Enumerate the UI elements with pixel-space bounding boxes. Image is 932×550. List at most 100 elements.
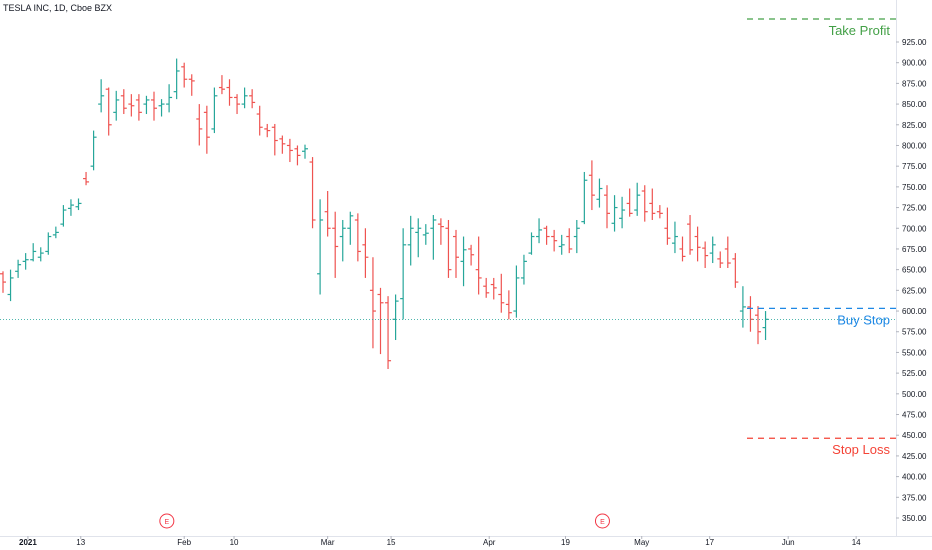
ohlc-bar: [611, 195, 618, 232]
price-tick-label: 875.00: [902, 79, 927, 88]
ohlc-bars: [0, 58, 769, 369]
ohlc-bar: [558, 234, 565, 255]
ohlc-bar: [196, 104, 203, 146]
ohlc-bar: [483, 277, 490, 298]
ohlc-bar: [626, 188, 633, 217]
ohlc-bar: [203, 105, 210, 154]
ohlc-bar: [279, 135, 286, 154]
ohlc-bar: [128, 94, 135, 117]
ohlc-bar: [143, 95, 150, 115]
ohlc-bar: [498, 273, 505, 313]
ohlc-bar: [362, 228, 369, 278]
ohlc-bar: [505, 290, 512, 320]
ohlc-bar: [120, 89, 127, 115]
ohlc-bar: [475, 236, 482, 295]
ohlc-bar: [649, 188, 656, 220]
ohlc-bar: [671, 221, 678, 254]
ohlc-bar: [430, 215, 437, 260]
ohlc-bar: [264, 123, 271, 138]
ohlc-bar: [453, 229, 459, 278]
ohlc-bar: [52, 226, 59, 239]
ohlc-bar: [151, 91, 157, 121]
ohlc-bar: [460, 236, 467, 287]
ohlc-bar: [30, 243, 37, 262]
price-tick-label: 700.00: [902, 224, 927, 233]
ohlc-bar: [573, 219, 580, 254]
ohlc-bar: [732, 253, 739, 288]
ohlc-bar: [694, 226, 701, 262]
ohlc-bar: [294, 145, 301, 166]
price-tick-label: 450.00: [902, 431, 927, 440]
ohlc-bar: [83, 171, 90, 186]
date-tick-label: Mar: [321, 538, 335, 547]
price-tick-label: 375.00: [902, 493, 927, 502]
earnings-icon: [594, 513, 610, 529]
ohlc-bar: [604, 185, 610, 229]
ohlc-bar: [226, 79, 233, 106]
ohlc-bar: [739, 286, 746, 328]
price-tick-label: 800.00: [902, 141, 927, 150]
take-profit-label: Take Profit: [829, 23, 891, 38]
ohlc-bar: [211, 87, 218, 134]
ohlc-bar: [385, 296, 392, 369]
symbol-title: TESLA INC, 1D, Cboe BZX: [3, 3, 113, 13]
price-tick-label: 650.00: [902, 266, 927, 275]
ohlc-bar: [271, 123, 278, 156]
price-tick-label: 500.00: [902, 390, 927, 399]
ohlc-bar: [286, 138, 293, 163]
ohlc-bar: [392, 294, 399, 341]
ohlc-bar: [166, 84, 173, 113]
ohlc-bar: [520, 254, 527, 285]
price-tick-label: 600.00: [902, 307, 927, 316]
ohlc-bar: [664, 207, 671, 245]
price-tick-label: 725.00: [902, 204, 927, 213]
ohlc-bar: [22, 253, 29, 270]
ohlc-bar: [354, 213, 361, 262]
ohlc-bar: [437, 218, 444, 245]
date-tick-label: May: [634, 538, 649, 547]
earnings-icon: [159, 513, 175, 529]
ohlc-bar: [173, 58, 180, 100]
ohlc-bar: [762, 311, 769, 341]
ohlc-bar: [400, 228, 407, 320]
date-tick-label: 14: [852, 538, 861, 547]
ohlc-bar: [135, 94, 142, 121]
price-tick-label: 675.00: [902, 245, 927, 254]
price-axis-bg: [896, 0, 932, 550]
ohlc-bar: [656, 205, 663, 219]
date-tick-label: 13: [76, 538, 85, 547]
price-tick-label: 475.00: [902, 411, 927, 420]
ohlc-bar: [7, 269, 14, 302]
ohlc-bar: [528, 232, 535, 255]
price-tick-label: 775.00: [902, 162, 927, 171]
ohlc-bar: [45, 232, 52, 255]
date-tick-label: Feb: [177, 538, 191, 547]
ohlc-bar: [90, 130, 97, 171]
ohlc-bar: [256, 105, 263, 136]
ohlc-bar: [317, 199, 324, 295]
buy-stop-label: Buy Stop: [837, 312, 890, 327]
ohlc-bar: [588, 160, 595, 211]
ohlc-bar: [324, 191, 331, 237]
ohlc-bar: [0, 271, 6, 293]
ohlc-bar: [679, 236, 686, 262]
price-tick-label: 575.00: [902, 328, 927, 337]
ohlc-bar: [513, 265, 520, 318]
ohlc-bar: [105, 87, 112, 136]
ohlc-bar: [302, 144, 308, 159]
price-tick-label: 750.00: [902, 183, 927, 192]
price-tick-label: 425.00: [902, 452, 927, 461]
price-tick-label: 400.00: [902, 473, 927, 482]
ohlc-bar: [445, 219, 452, 278]
price-tick-label: 625.00: [902, 286, 927, 295]
ohlc-bar: [332, 211, 339, 278]
ohlc-bar: [234, 94, 241, 115]
ohlc-bar: [75, 198, 82, 211]
price-tick-label: 550.00: [902, 348, 927, 357]
ohlc-bar: [634, 182, 641, 216]
ohlc-bar: [407, 215, 414, 266]
ohlc-bar: [619, 196, 626, 229]
